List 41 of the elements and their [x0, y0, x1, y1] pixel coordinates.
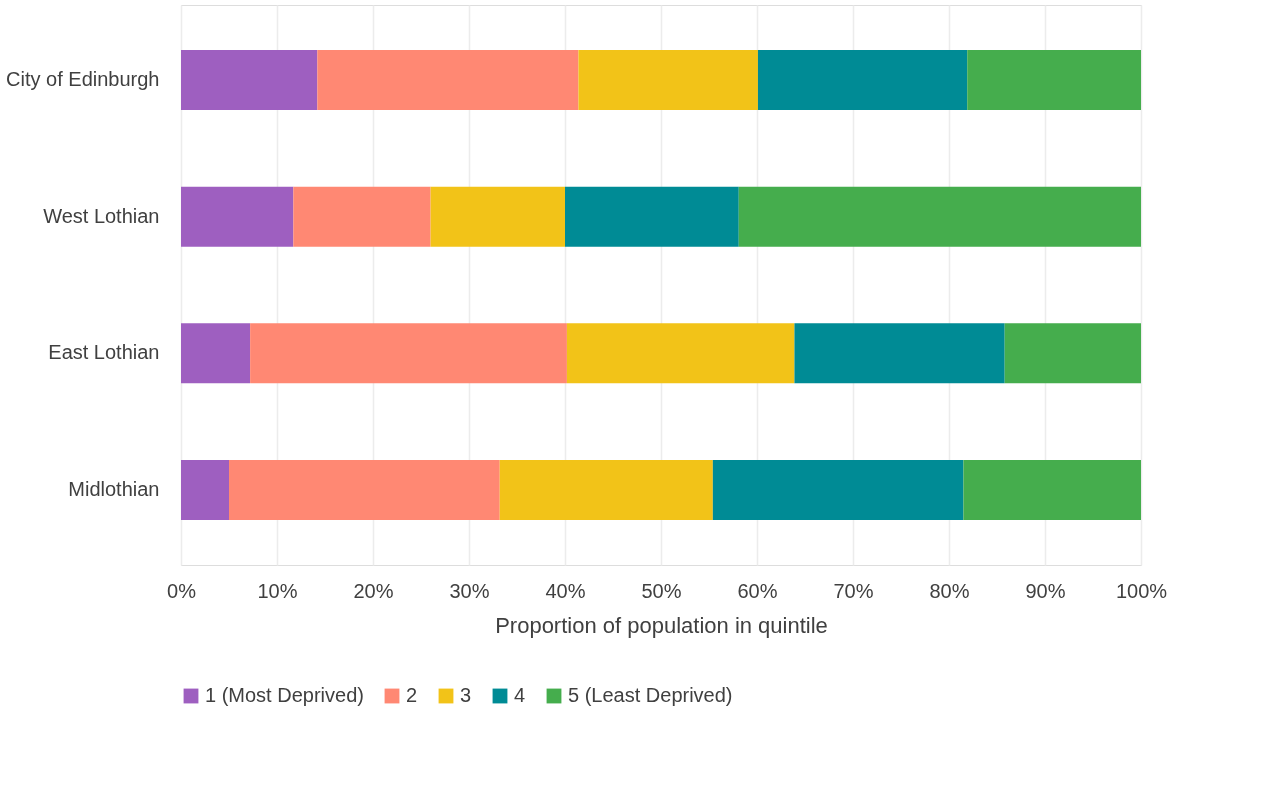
y-tick-label: City of Edinburgh	[6, 68, 160, 91]
bar	[430, 186, 565, 247]
x-tick-label: 60%	[737, 579, 778, 602]
bar	[566, 323, 795, 384]
bar	[181, 50, 318, 111]
x-tick-label: 100%	[1115, 579, 1168, 602]
x-tick-label: 80%	[929, 579, 970, 602]
legend-label: 2	[406, 684, 418, 706]
legend-label: 5 (Least Deprived)	[568, 684, 733, 706]
bar	[738, 186, 1141, 247]
x-tick-label: 90%	[1025, 579, 1066, 602]
bar	[181, 186, 294, 247]
bar	[181, 459, 229, 520]
legend-label: 1 (Most Deprived)	[205, 684, 364, 706]
legend-label: 3	[460, 684, 472, 706]
y-tick-label: West Lothian	[43, 204, 160, 227]
x-tick-label: 10%	[257, 579, 298, 602]
legend-label: 4	[514, 684, 526, 706]
bar	[499, 459, 713, 520]
bar	[181, 323, 251, 384]
bar	[293, 186, 431, 247]
bar	[229, 459, 500, 520]
y-tick-label: East Lothian	[48, 341, 160, 364]
bar	[757, 50, 968, 111]
bar	[794, 323, 1005, 384]
x-tick-label: 20%	[353, 579, 394, 602]
x-tick-label: 40%	[545, 579, 586, 602]
bar	[1004, 323, 1141, 384]
x-tick-label: 30%	[449, 579, 490, 602]
bar	[250, 323, 567, 384]
x-tick-label: 50%	[641, 579, 682, 602]
bar	[578, 50, 758, 111]
bar	[317, 50, 579, 111]
x-axis-title: Proportion of population in quintile	[495, 612, 828, 638]
bar	[963, 459, 1141, 520]
x-tick-label: 70%	[833, 579, 874, 602]
x-tick-label: 0%	[167, 579, 197, 602]
bar	[967, 50, 1141, 111]
bar	[712, 459, 964, 520]
y-tick-label: Midlothian	[68, 477, 160, 500]
bar	[565, 186, 739, 247]
